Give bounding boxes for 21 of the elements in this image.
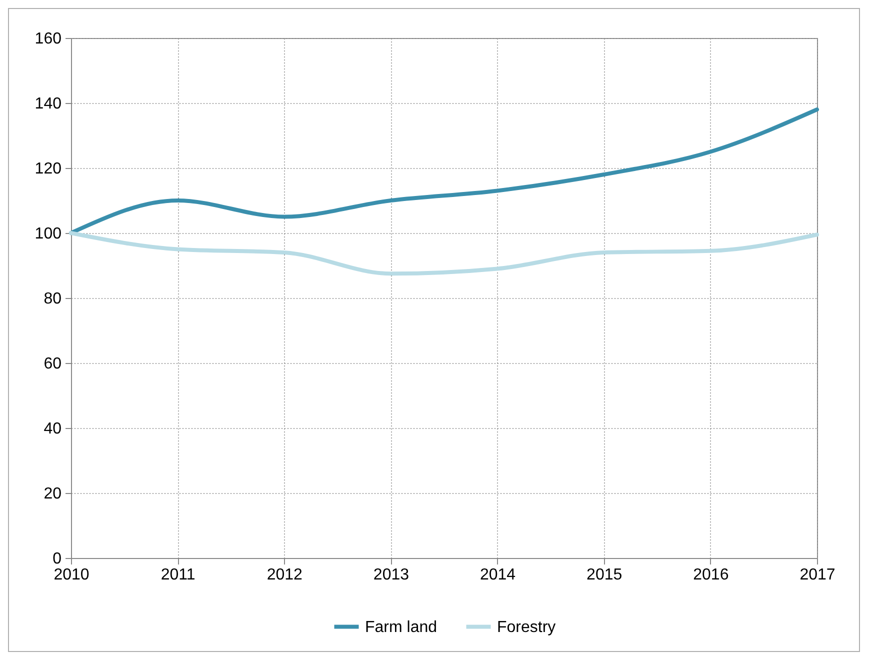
x-tick-label: 2010 <box>54 566 90 584</box>
x-tick-label: 2017 <box>800 566 836 584</box>
y-tick-label: 60 <box>44 356 62 372</box>
line-series <box>69 231 819 276</box>
x-tick-label: 2013 <box>373 566 410 584</box>
y-tick-label: 40 <box>44 420 62 438</box>
x-tick-label: 2014 <box>480 566 516 584</box>
legend-label: Farm land <box>365 618 438 636</box>
line-series <box>69 108 819 235</box>
x-tick-label: 2015 <box>586 566 622 584</box>
y-tick-label: 20 <box>44 486 62 502</box>
y-tick-label: 100 <box>34 226 62 242</box>
y-tick-label: 120 <box>34 160 62 178</box>
y-tick-label: 0 <box>52 550 62 568</box>
x-tick-label: 2011 <box>160 566 196 584</box>
x-tick-label: 2012 <box>266 566 303 584</box>
y-tick-label: 160 <box>34 30 62 48</box>
x-tick-label: 2016 <box>693 566 729 584</box>
y-tick-label: 80 <box>44 290 62 308</box>
y-tick-label: 140 <box>34 96 62 112</box>
legend-label: Forestry <box>497 618 556 636</box>
